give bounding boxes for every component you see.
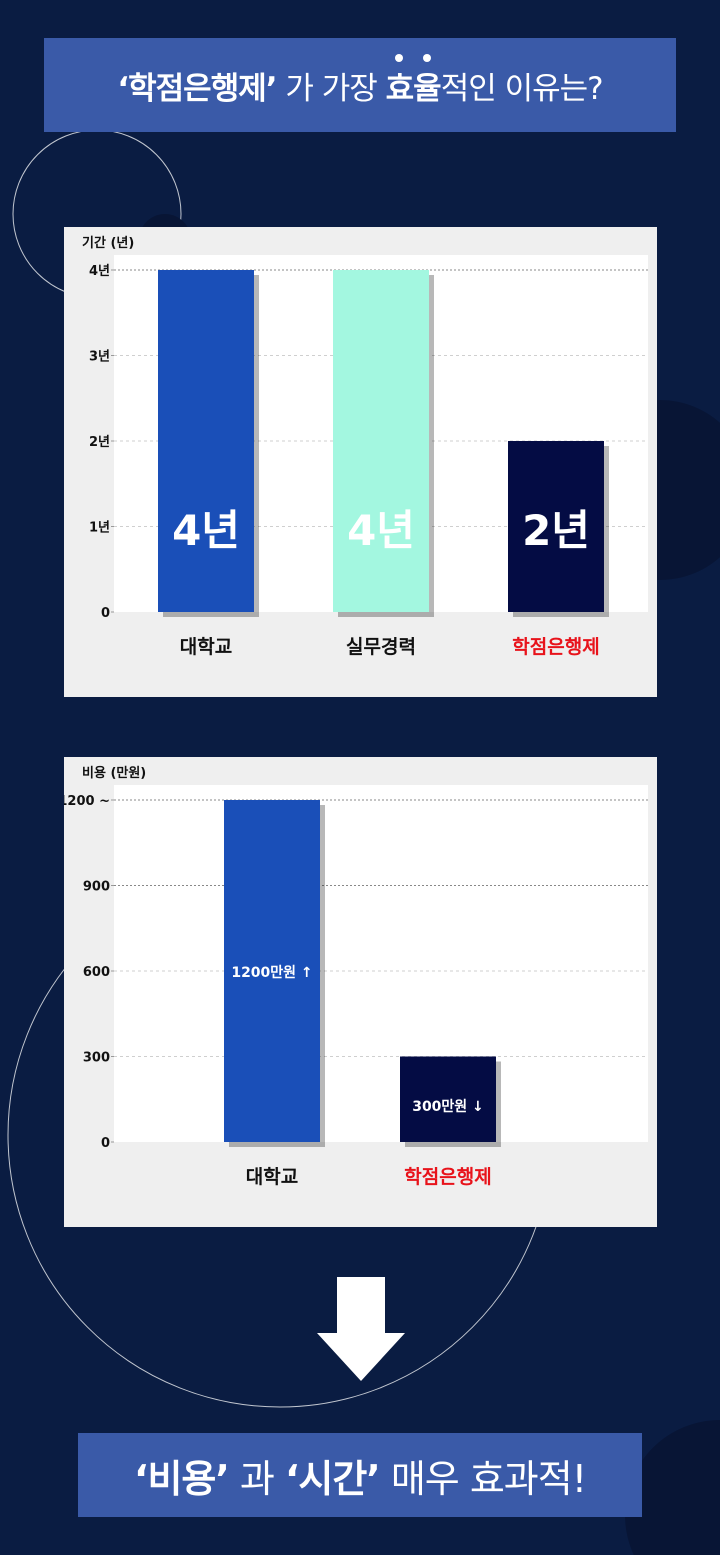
footer-effective: 매우 효과적! [379,1456,587,1501]
y-tick-label: 3년 [89,350,110,365]
cost-chart: 비용 (만원) 0 300 600 900 1200 ~ 1200만원 ↑ 대학교 300만원 … [64,757,657,1227]
x-category-label: 학점은행제 [404,1166,491,1188]
y-tick-label: 600 [83,965,110,980]
x-category-label: 학점은행제 [512,636,599,658]
y-axis-title: 기간 (년) [82,235,134,251]
x-category-label: 대학교 [180,636,232,658]
footer-time: ‘시간’ [284,1456,381,1501]
data-label: 1200만원 ↑ [231,965,312,981]
x-category-label: 실무경력 [346,636,416,658]
bar [224,800,320,1142]
data-label: 4년 [347,506,415,555]
title-banner: ‘학점은행제’ 가 가장 효 율 적인 이유는? [44,38,676,132]
bar [158,270,254,612]
title-quoted: ‘학점은행제’ [117,70,277,107]
title-emphasis-1: 효 [386,53,414,108]
footer-cost: ‘비용’ [134,1456,230,1501]
bar [400,1056,496,1142]
data-label: 2년 [522,506,590,555]
y-axis-title: 비용 (만원) [82,765,146,781]
y-tick-label: 300 [83,1051,110,1066]
bottom-banner: ‘비용’ 과 ‘시간’ 매우 효과적! [78,1433,642,1517]
title-end: 적인 이유는? [440,70,604,107]
plot-area [114,785,648,1142]
down-arrow-icon [317,1277,405,1381]
bar [333,270,429,612]
y-tick-label: 900 [83,880,110,895]
y-tick-label: 1200 ~ [64,794,110,809]
y-tick-label: 0 [101,1136,110,1151]
y-tick-label: 0 [101,606,110,621]
bar [508,441,604,612]
y-tick-label: 4년 [89,264,110,279]
title-emphasis-2: 율 [413,53,442,108]
footer-and: 과 [228,1456,285,1501]
x-category-label: 대학교 [246,1166,298,1188]
title-middle: 가 가장 [276,70,386,107]
data-label: 4년 [172,506,240,555]
data-label: 300만원 ↓ [412,1099,484,1115]
chart-panel-cost: 비용 (만원) 0 300 600 900 1200 ~ 1200만원 ↑ 대학교 300만원 … [64,757,657,1227]
y-tick-label: 2년 [89,435,110,450]
y-tick-label: 1년 [89,521,110,536]
